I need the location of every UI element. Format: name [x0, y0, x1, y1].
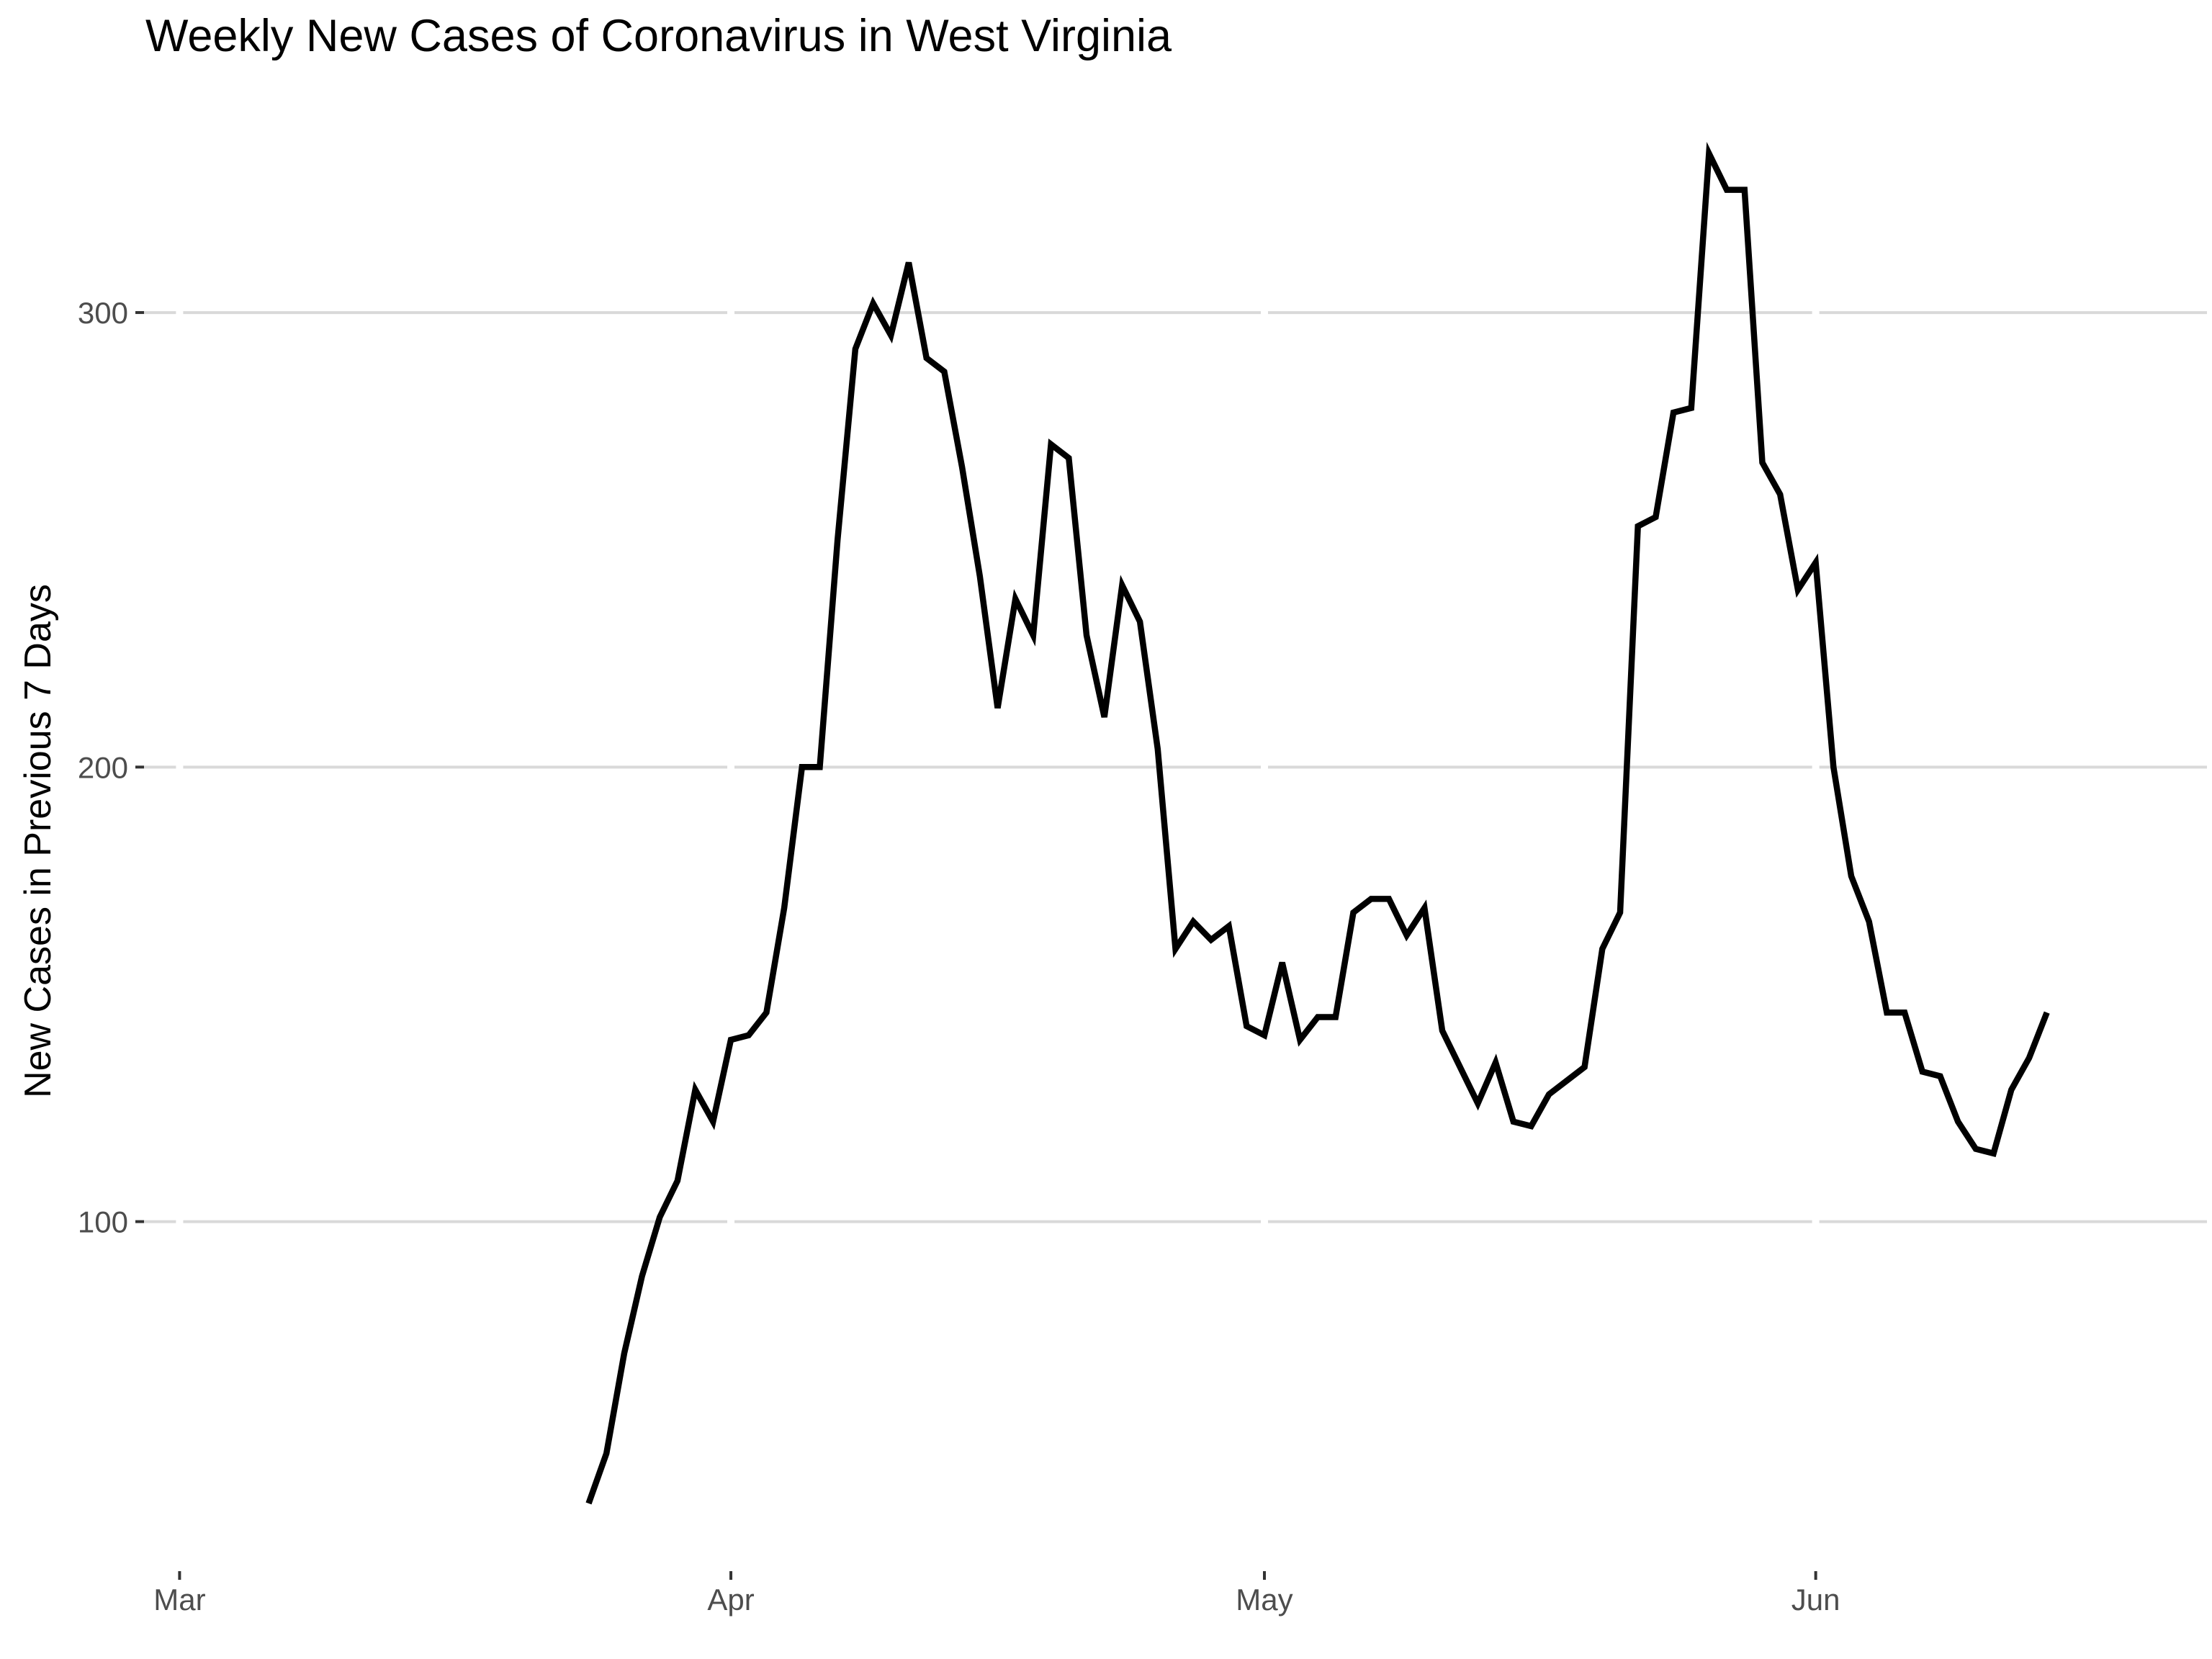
- x-grid-gap: [1812, 309, 1820, 317]
- x-grid-gap: [1260, 1218, 1268, 1226]
- x-axis-ticks: Mar Apr May Jun: [153, 1571, 1840, 1617]
- y-axis-label: New Cases in Previous 7 Days: [17, 584, 59, 1098]
- series-line-0: [585, 142, 2050, 1505]
- x-grid-gap: [1260, 309, 1268, 317]
- x-grid-gap: [1812, 763, 1820, 771]
- chart-title: Weekly New Cases of Coronavirus in West …: [145, 11, 1172, 61]
- series-layer: [585, 142, 2050, 1505]
- x-tick-label-Mar: Mar: [153, 1583, 205, 1617]
- x-grid-gap: [176, 763, 184, 771]
- x-tick-label-May: May: [1236, 1583, 1292, 1617]
- x-grid-gap: [176, 1218, 184, 1226]
- y-tick-label-100: 100: [78, 1205, 128, 1239]
- x-tick-label-Jun: Jun: [1791, 1583, 1840, 1617]
- x-tick-label-Apr: Apr: [707, 1583, 754, 1617]
- x-grid-gap: [1812, 1218, 1820, 1226]
- y-tick-label-200: 200: [78, 750, 128, 784]
- x-grid-gap: [727, 1218, 735, 1226]
- x-grid-gap: [727, 763, 735, 771]
- x-grid-gap: [727, 309, 735, 317]
- y-tick-label-300: 300: [78, 296, 128, 330]
- x-grid-gap: [1260, 763, 1268, 771]
- x-grid-gap: [176, 309, 184, 317]
- y-axis-ticks: 100 200 300: [78, 296, 144, 1239]
- gridlines: [144, 309, 2207, 1226]
